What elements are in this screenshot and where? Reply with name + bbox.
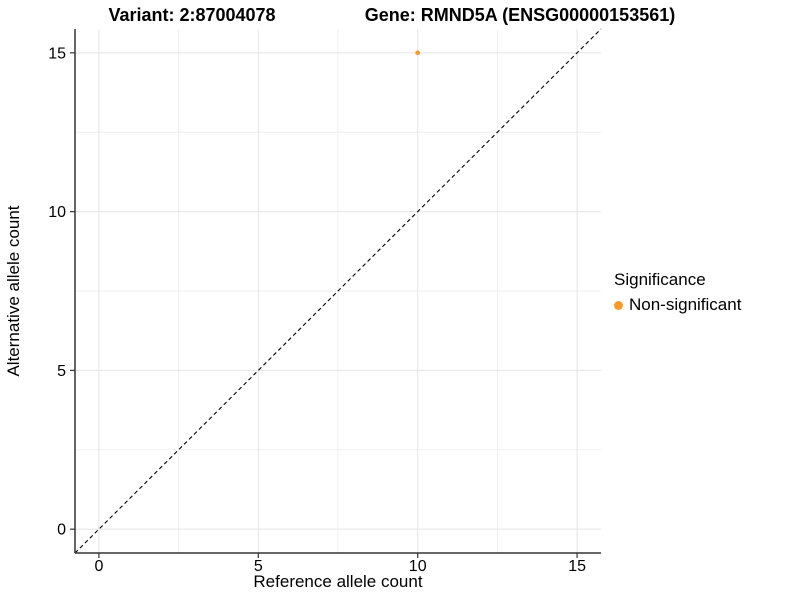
legend-item: Non-significant (614, 295, 741, 315)
legend-title: Significance (614, 270, 706, 289)
y-tick-label: 15 (48, 45, 66, 62)
y-tick-label: 5 (57, 363, 66, 380)
y-tick-label: 0 (57, 522, 66, 539)
x-tick-label: 10 (409, 558, 427, 575)
legend-items: Non-significant (614, 295, 741, 315)
x-axis-title: Reference allele count (253, 572, 423, 591)
y-tick-label: 10 (48, 204, 66, 221)
data-point (415, 50, 421, 56)
legend: Significance Non-significant (614, 270, 741, 315)
variant-title: Variant: 2:87004078 (108, 5, 276, 25)
x-tick-label: 15 (568, 558, 586, 575)
legend-item-label: Non-significant (629, 295, 742, 314)
y-axis-title: Alternative allele count (4, 205, 23, 377)
x-tick-label: 5 (254, 558, 263, 575)
gene-title: Gene: RMND5A (ENSG00000153561) (364, 5, 676, 25)
legend-point-icon (614, 300, 623, 310)
identity-line (74, 28, 602, 554)
x-tick-label: 0 (94, 558, 103, 575)
